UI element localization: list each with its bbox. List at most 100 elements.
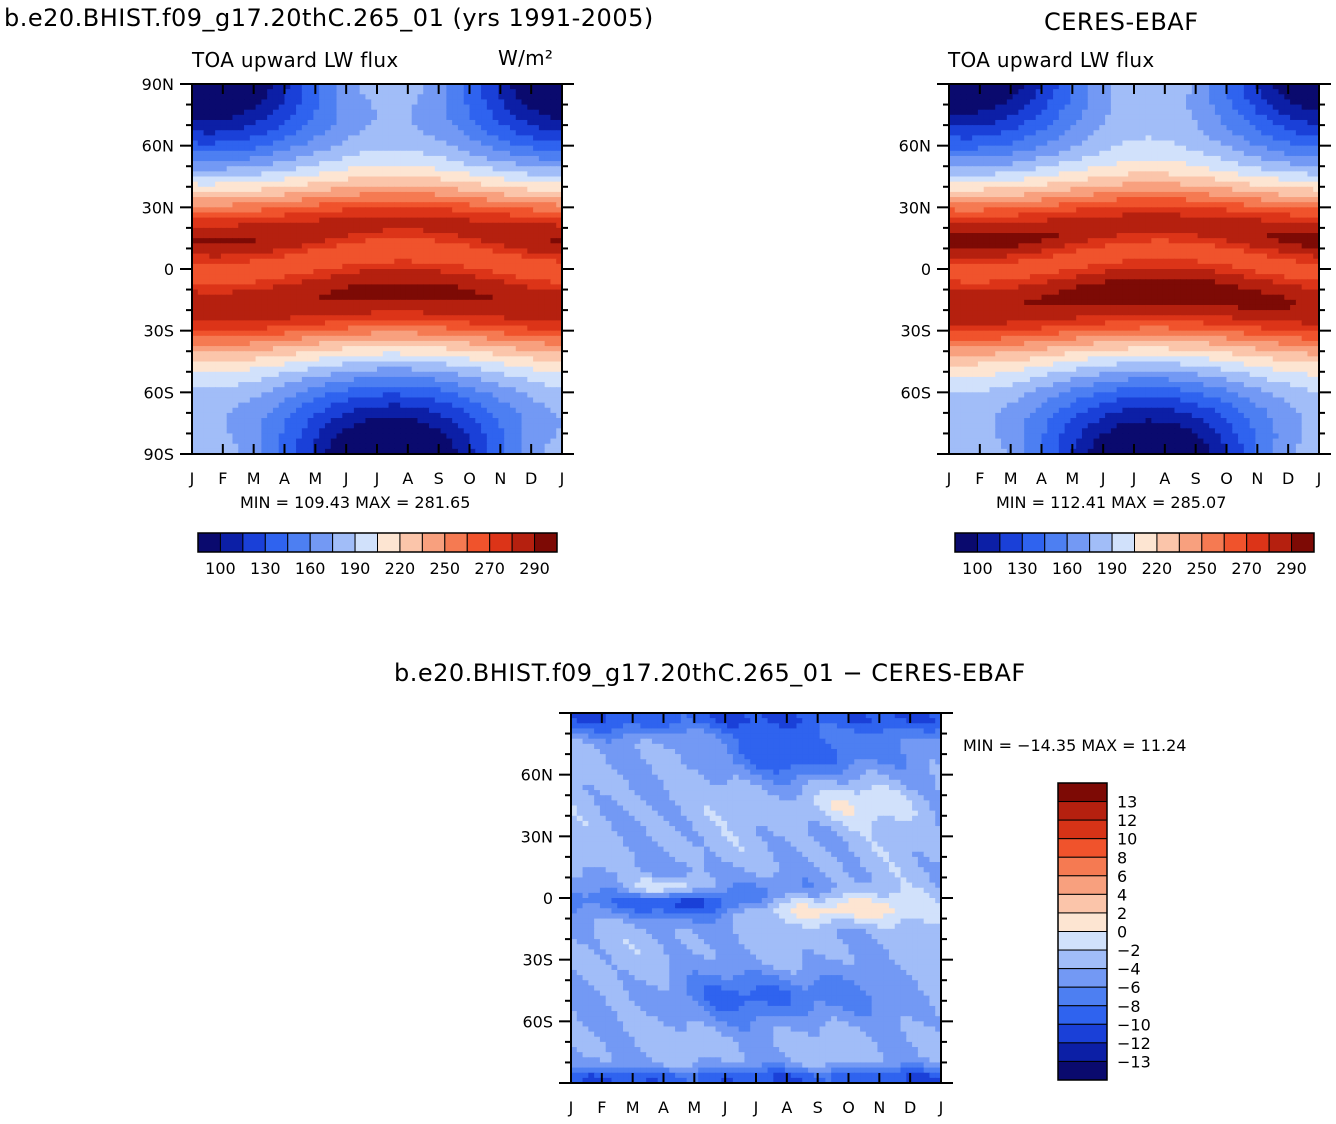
model-cell: [388, 433, 395, 440]
model-cell: [359, 140, 367, 147]
model-cell: [434, 284, 442, 291]
model-cell: [486, 412, 494, 419]
obs-cell: [1238, 89, 1245, 95]
model-cell: [498, 243, 505, 250]
model-cell: [342, 109, 349, 116]
model-cell: [255, 366, 262, 373]
model-cell: [377, 155, 384, 162]
model-cell: [290, 325, 297, 332]
model-cell: [359, 335, 367, 342]
model-cell: [492, 304, 500, 311]
model-cell: [463, 104, 471, 111]
model-cell: [463, 304, 471, 311]
model-cell: [446, 171, 453, 178]
model-cell: [515, 299, 523, 306]
model-cell: [481, 130, 488, 136]
model-cell: [544, 335, 552, 342]
model-cell: [192, 428, 199, 435]
model-cell: [429, 402, 436, 409]
model-cell: [267, 227, 274, 234]
obs-cell: [1001, 99, 1008, 106]
model-cell: [382, 279, 390, 286]
model-cell: [353, 114, 361, 121]
model-cell: [521, 176, 528, 183]
model-cell: [429, 299, 436, 306]
model-cell: [481, 191, 488, 198]
model-cell: [498, 330, 505, 337]
model-cell: [481, 325, 488, 332]
model-cell: [388, 423, 395, 429]
model-cell: [405, 335, 413, 342]
model-cell: [197, 299, 205, 306]
model-cell: [330, 89, 338, 95]
model-cell: [429, 161, 436, 167]
model-cell: [521, 119, 528, 126]
model-cell: [429, 330, 436, 337]
model-cell: [209, 335, 216, 342]
model-cell: [324, 392, 332, 399]
model-cell: [556, 94, 563, 101]
obs-cell: [1313, 84, 1320, 90]
obs-cell: [1145, 104, 1152, 111]
model-cell: [509, 166, 517, 172]
model-cell: [405, 407, 413, 414]
model-cell: [388, 402, 395, 409]
model-cell: [457, 325, 465, 332]
model-cell: [244, 233, 251, 239]
model-cell: [556, 197, 563, 203]
model-cell: [192, 274, 199, 280]
model-cell: [313, 89, 320, 95]
model-cell: [382, 263, 390, 270]
model-cell: [324, 397, 332, 404]
model-cell: [272, 212, 280, 219]
model-cell: [457, 330, 465, 337]
model-cell: [348, 119, 355, 126]
model-cell: [457, 207, 465, 214]
model-cell: [232, 197, 239, 203]
model-cell: [481, 340, 488, 347]
obs-cell: [1064, 89, 1072, 95]
model-cell: [371, 263, 378, 270]
model-cell: [209, 279, 216, 286]
model-cell: [498, 84, 505, 90]
model-cell: [319, 109, 326, 116]
model-cell: [319, 387, 326, 393]
model-cell: [365, 222, 372, 229]
model-cell: [359, 387, 367, 393]
model-cell: [371, 89, 378, 95]
model-cell: [319, 145, 326, 152]
model-cell: [504, 125, 511, 131]
model-cell: [319, 89, 326, 95]
model-cell: [411, 258, 419, 265]
model-cell: [192, 197, 199, 203]
model-cell: [544, 104, 552, 111]
model-cell: [382, 217, 390, 224]
model-cell: [452, 310, 459, 316]
model-cell: [475, 233, 482, 239]
model-cell: [336, 402, 343, 409]
model-cell: [244, 397, 251, 404]
model-cell: [417, 212, 424, 219]
obs-cell: [1249, 99, 1257, 106]
model-cell: [226, 233, 234, 239]
model-cell: [313, 361, 320, 368]
model-cell: [324, 428, 332, 435]
model-cell: [405, 351, 413, 357]
model-cell: [359, 114, 367, 121]
model-cell: [330, 202, 338, 208]
model-cell: [498, 304, 505, 311]
model-cell: [324, 423, 332, 429]
model-cell: [446, 335, 453, 342]
model-cell: [255, 448, 262, 455]
model-cell: [475, 299, 482, 306]
model-cell: [307, 407, 315, 414]
model-cell: [446, 248, 453, 255]
model-cell: [348, 289, 355, 296]
model-cell: [544, 119, 552, 126]
model-cell: [504, 114, 511, 121]
model-cell: [197, 253, 205, 260]
model-cell: [342, 284, 349, 291]
model-cell: [411, 269, 419, 275]
model-cell: [498, 253, 505, 260]
